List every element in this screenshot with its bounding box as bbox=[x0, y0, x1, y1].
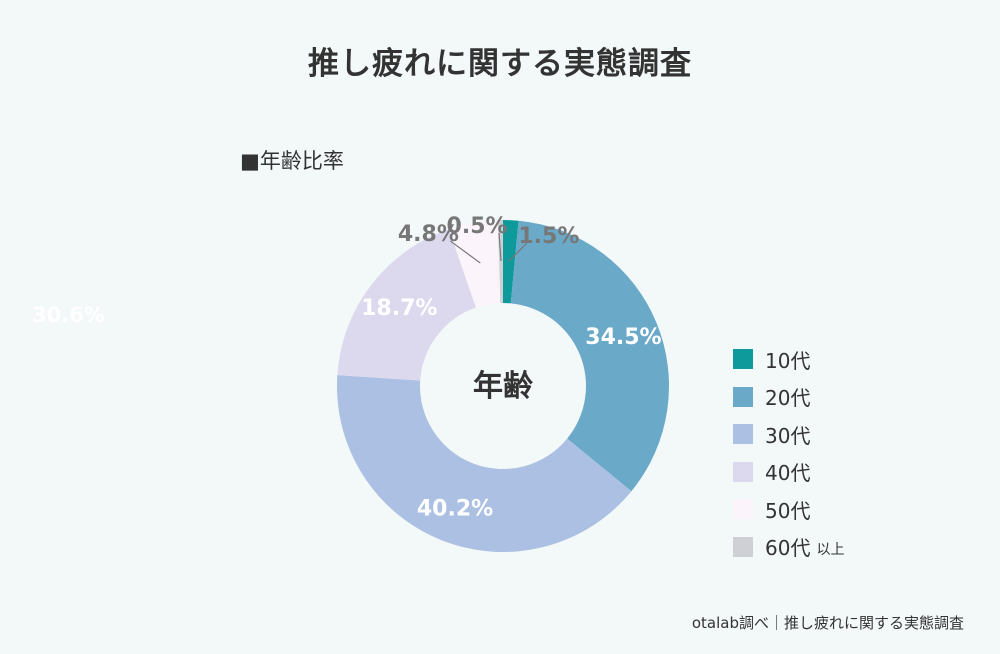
chart-subtitle: ■年齢比率 bbox=[240, 149, 344, 173]
legend-swatch bbox=[733, 424, 753, 444]
legend-item-5: 50代 bbox=[733, 498, 844, 523]
legend-item-6: 60代 以上 bbox=[733, 536, 845, 560]
donut-slice-2 bbox=[510, 220, 669, 492]
stray-value-label: 30.6% bbox=[32, 303, 105, 327]
legend-item-3: 30代 bbox=[733, 423, 844, 448]
legend-swatch bbox=[733, 499, 753, 519]
slice-value-label-4: 18.7% bbox=[361, 296, 437, 321]
legend-swatch bbox=[733, 386, 753, 407]
legend-label: 50代 bbox=[765, 498, 811, 523]
donut-slice-4 bbox=[337, 229, 476, 381]
legend-label: 20代 bbox=[765, 386, 811, 410]
slice-value-label-3: 40.2% bbox=[417, 496, 493, 521]
donut-center-label: 年齢 bbox=[473, 369, 533, 404]
donut-slice-3 bbox=[337, 375, 632, 552]
legend-label: 40代 bbox=[765, 461, 811, 485]
slice-value-label-5: 4.8% bbox=[398, 222, 459, 247]
leader-line-1 bbox=[508, 242, 528, 262]
leader-line-6 bbox=[498, 232, 502, 262]
legend-swatch bbox=[733, 461, 753, 482]
chart-legend: 10代 20代 30代 40代 50代 60代 以上 bbox=[733, 348, 844, 573]
leader-line-5 bbox=[450, 240, 481, 264]
slice-value-label-6: 0.5% bbox=[447, 214, 508, 239]
legend-item-2: 20代 bbox=[733, 386, 844, 410]
legend-label-suffix: 以上 bbox=[816, 541, 845, 558]
legend-label: 60代 bbox=[765, 536, 811, 560]
source-footer: otalab調べ｜推し疲れに関する実態調査 bbox=[691, 614, 964, 632]
slice-value-label-1: 1.5% bbox=[518, 224, 579, 249]
legend-swatch bbox=[733, 349, 753, 369]
legend-label: 30代 bbox=[765, 423, 811, 448]
donut-slice-5 bbox=[448, 220, 501, 308]
chart-title: 推し疲れに関する実態調査 bbox=[308, 46, 692, 82]
legend-swatch bbox=[733, 536, 753, 557]
donut-slice-1 bbox=[503, 220, 519, 304]
legend-item-4: 40代 bbox=[733, 461, 844, 485]
legend-item-1: 10代 bbox=[733, 348, 844, 373]
legend-label: 10代 bbox=[765, 348, 811, 373]
slice-value-label-2: 34.5% bbox=[585, 325, 661, 350]
